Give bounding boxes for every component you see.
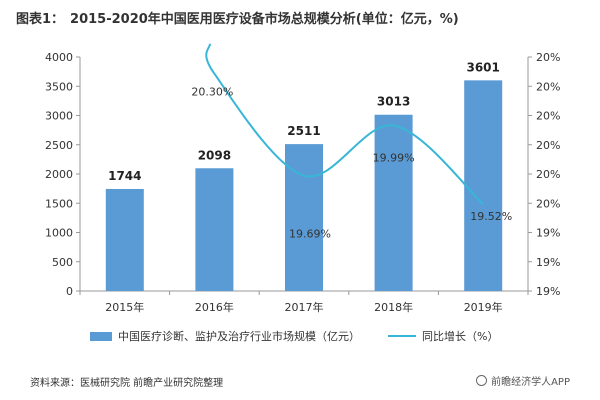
bar-value-label: 3601 [466, 60, 499, 74]
left-axis-tick-label: 0 [66, 285, 73, 298]
legend-item-bar: 中国医疗诊断、监护及治疗行业市场规模（亿元） [90, 328, 360, 344]
left-axis-tick-label: 1500 [45, 197, 73, 210]
right-axis-tick-label: 20% [536, 168, 560, 181]
bar-value-label: 2511 [287, 124, 320, 138]
line-value-label: 19.99% [373, 152, 415, 165]
chart-title: 图表1： 2015-2020年中国医用医疗设备市场总规模分析(单位：亿元，%) [16, 8, 459, 27]
line-value-label: 20.30% [191, 86, 233, 99]
bar [195, 168, 234, 291]
chart-title-text: 2015-2020年中国医用医疗设备市场总规模分析(单位：亿元，%) [70, 12, 459, 27]
left-axis-tick-label: 1000 [45, 227, 73, 240]
legend-line-label: 同比增长（%） [422, 330, 499, 343]
growth-line [205, 43, 484, 205]
footer-brand: 前瞻经济学人APP [476, 373, 570, 388]
bar-value-label: 1744 [108, 169, 141, 183]
left-axis-tick-label: 4000 [45, 51, 73, 64]
chart-title-label: 图表1： [16, 12, 65, 27]
right-axis-tick-label: 20% [536, 51, 560, 64]
right-axis-tick-label: 20% [536, 110, 560, 123]
x-axis-tick-label: 2016年 [195, 300, 234, 314]
brand-logo-icon [476, 375, 488, 386]
x-axis-tick-label: 2017年 [285, 300, 324, 314]
bar [285, 144, 323, 291]
line-value-label: 19.69% [289, 228, 331, 241]
bar [105, 188, 144, 291]
right-axis-tick-label: 20% [536, 197, 560, 210]
chart-legend: 中国医疗诊断、监护及治疗行业市场规模（亿元） 同比增长（%） [90, 326, 526, 346]
legend-bar-swatch [90, 331, 112, 341]
x-axis-tick-label: 2018年 [374, 300, 413, 314]
left-axis-tick-label: 2500 [45, 139, 73, 152]
legend-item-line: 同比增长（%） [388, 328, 498, 344]
right-axis-tick-label: 19% [536, 285, 560, 298]
right-axis-tick-label: 19% [536, 256, 560, 269]
right-axis-tick-label: 20% [536, 80, 560, 93]
x-axis-tick-label: 2015年 [105, 300, 144, 314]
left-axis-tick-label: 500 [52, 256, 73, 269]
left-axis-tick-label: 3000 [45, 110, 73, 123]
legend-bar-label: 中国医疗诊断、监护及治疗行业市场规模（亿元） [118, 330, 360, 343]
line-value-label: 19.52% [470, 210, 512, 223]
source-note: 资料来源：医械研究院 前瞻产业研究院整理 [30, 378, 224, 389]
left-axis-tick-label: 3500 [45, 80, 73, 93]
footer-brand-text: 前瞻经济学人APP [491, 377, 570, 388]
legend-line-swatch [388, 335, 416, 337]
bar-value-label: 3013 [377, 95, 410, 109]
left-axis-tick-label: 2000 [45, 168, 73, 181]
bar [374, 114, 413, 291]
bar [464, 80, 503, 292]
x-axis-tick-label: 2019年 [464, 300, 503, 314]
bar-value-label: 2098 [198, 148, 231, 162]
right-axis-tick-label: 20% [536, 139, 560, 152]
right-axis-tick-label: 19% [536, 227, 560, 240]
